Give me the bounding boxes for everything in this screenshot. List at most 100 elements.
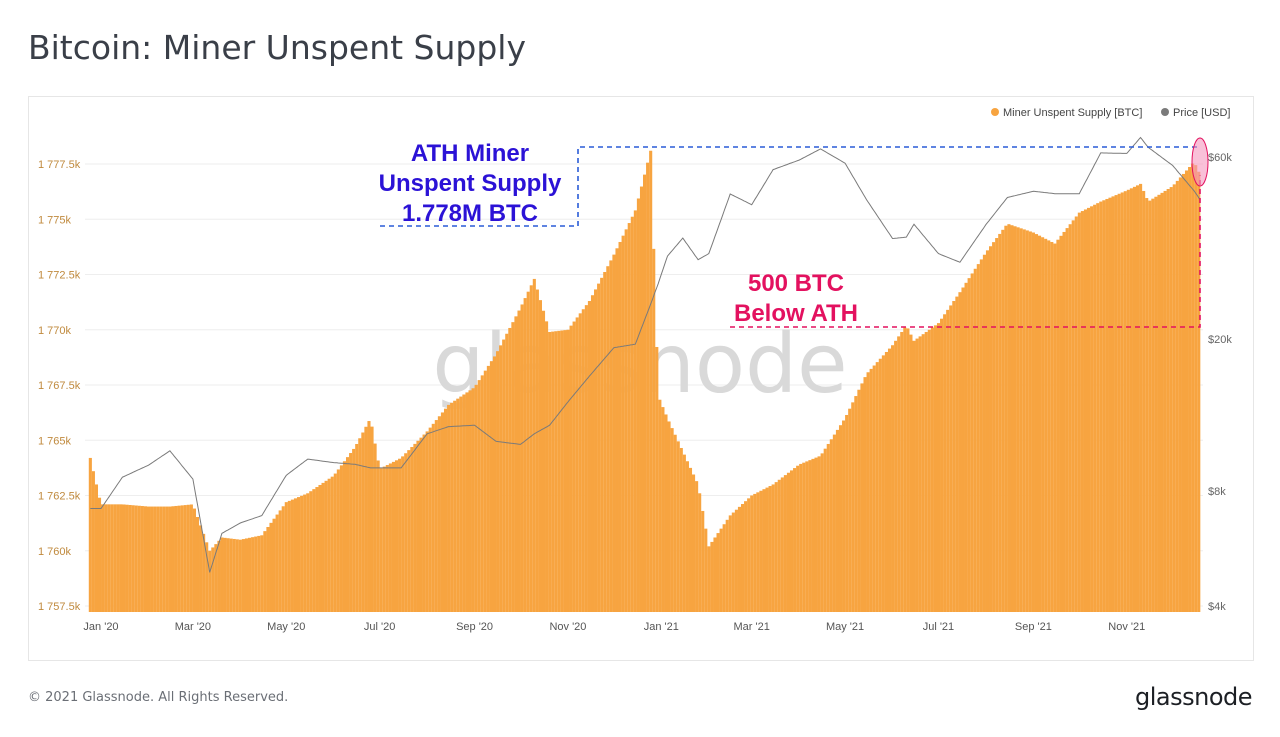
supply-bar: [750, 495, 754, 612]
supply-bar: [649, 150, 653, 613]
supply-bar: [1016, 227, 1020, 612]
supply-bar: [679, 447, 683, 612]
supply-bar: [202, 533, 206, 612]
ath-dashed-line: [380, 146, 1200, 227]
supply-bar: [128, 504, 132, 612]
supply-bar: [936, 323, 941, 612]
legend-supply-label[interactable]: Miner Unspent Supply [BTC]: [1003, 107, 1142, 119]
supply-bar: [744, 501, 748, 612]
supply-bar: [468, 390, 472, 612]
supply-bar: [832, 434, 836, 612]
x-axis-tick-label: Sep '21: [1015, 621, 1052, 633]
supply-bar: [1157, 194, 1161, 612]
supply-bar: [1099, 201, 1103, 612]
supply-bar: [248, 537, 252, 612]
supply-bar: [244, 538, 249, 612]
supply-bar: [768, 486, 772, 612]
supply-bar: [324, 480, 328, 612]
supply-bar: [909, 334, 913, 612]
supply-bar: [330, 476, 334, 612]
supply-bar: [361, 432, 365, 612]
supply-bar: [315, 487, 319, 612]
supply-bar: [391, 461, 396, 612]
supply-bar: [557, 330, 561, 612]
supply-bar: [165, 506, 169, 612]
current-value-highlight: [1191, 137, 1209, 187]
supply-bar: [511, 322, 515, 612]
supply-bar: [505, 333, 509, 612]
supply-bar: [1077, 212, 1081, 612]
legend-price-label[interactable]: Price [USD]: [1173, 107, 1230, 119]
supply-bar: [927, 329, 931, 612]
x-axis-tick-label: Mar '20: [175, 621, 211, 633]
supply-bar: [342, 461, 347, 612]
supply-bar: [691, 474, 696, 612]
supply-bar: [538, 300, 542, 612]
supply-bar: [370, 426, 374, 612]
supply-bar: [156, 506, 160, 612]
supply-bar: [434, 420, 438, 612]
supply-bar: [658, 399, 662, 612]
supply-bar: [502, 339, 506, 612]
supply-bar: [407, 450, 411, 612]
supply-bar: [110, 504, 114, 612]
supply-bar: [226, 538, 230, 612]
supply-bar: [982, 254, 986, 613]
supply-bar: [162, 506, 166, 612]
x-axis-tick-label: Jul '21: [923, 621, 954, 633]
ath-label-line: Unspent Supply: [379, 170, 562, 197]
supply-bar: [1194, 165, 1198, 613]
supply-bar: [774, 482, 778, 612]
supply-bar: [906, 328, 910, 612]
supply-bar: [725, 519, 729, 612]
supply-bar: [1065, 228, 1069, 612]
supply-bar: [153, 506, 157, 612]
supply-bar: [698, 493, 702, 612]
supply-bar: [541, 310, 546, 612]
supply-bar: [872, 365, 876, 612]
supply-bar: [884, 351, 889, 612]
supply-bar: [520, 304, 524, 612]
x-axis-tick-label: Jul '20: [364, 621, 395, 633]
supply-bar: [793, 468, 797, 612]
supply-bar: [499, 345, 503, 612]
supply-bar: [107, 504, 111, 612]
supply-bar: [1169, 187, 1173, 612]
supply-bar: [759, 490, 763, 612]
supply-bar: [857, 389, 861, 612]
supply-bar: [97, 497, 102, 612]
supply-bar: [866, 372, 870, 612]
supply-bar: [1004, 225, 1008, 612]
supply-bar: [802, 462, 806, 612]
supply-bar: [1059, 235, 1063, 612]
left-axis-tick-label: 1 775k: [38, 214, 72, 226]
right-axis-tick-label: $8k: [1208, 486, 1226, 498]
supply-bar: [851, 402, 855, 612]
supply-bar: [1135, 185, 1140, 612]
x-axis-tick-label: May '21: [826, 621, 864, 633]
supply-bar: [1010, 225, 1014, 613]
supply-bar: [529, 285, 533, 612]
price-line: [90, 136, 1201, 573]
supply-bar: [480, 375, 484, 612]
supply-bar: [1062, 231, 1066, 612]
supply-bar: [860, 383, 864, 612]
supply-bar: [223, 537, 227, 612]
supply-bar: [465, 392, 469, 612]
supply-bar: [918, 336, 922, 612]
supply-bar: [266, 526, 270, 612]
supply-bar: [780, 477, 784, 612]
supply-bar: [1111, 196, 1115, 612]
supply-bar: [887, 348, 892, 612]
supply-bar: [205, 542, 209, 612]
supply-bar: [303, 494, 307, 612]
supply-bar: [474, 384, 478, 612]
supply-bar: [398, 458, 402, 612]
supply-bar: [312, 489, 316, 612]
supply-bar: [456, 398, 460, 612]
glassnode-logo[interactable]: glassnode: [1134, 683, 1253, 711]
supply-bar: [345, 457, 350, 612]
supply-bar: [1038, 235, 1042, 612]
supply-bar: [673, 434, 677, 612]
supply-bar: [453, 400, 457, 612]
